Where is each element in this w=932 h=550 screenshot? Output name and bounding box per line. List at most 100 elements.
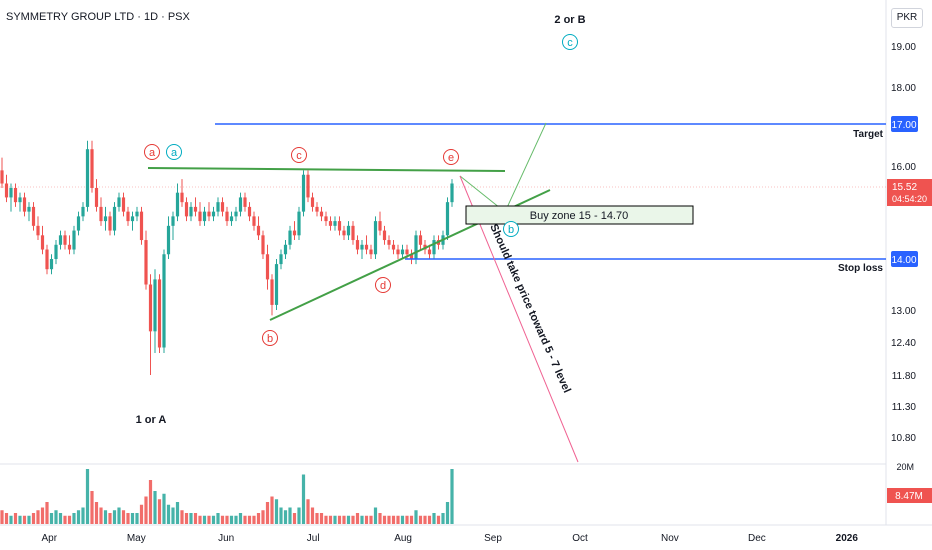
volume-bar — [319, 513, 324, 524]
volume-bar — [58, 513, 63, 524]
candle-body — [126, 211, 130, 222]
time-tick-label: Aug — [394, 533, 412, 544]
volume-bar — [126, 513, 130, 524]
price-tick-label: 13.00 — [891, 306, 916, 317]
volume-bar — [85, 469, 90, 524]
volume-bar — [94, 502, 99, 524]
candle-body — [67, 244, 72, 250]
wave-label-d-red[interactable]: d — [375, 277, 391, 293]
volume-bar — [306, 499, 310, 524]
candle-body — [202, 211, 207, 222]
candle-body — [85, 149, 90, 207]
wave-label-b-teal[interactable]: b — [503, 221, 519, 237]
wave-label-b-red[interactable]: b — [262, 330, 278, 346]
price-tick-label: 16.00 — [891, 162, 916, 173]
candle-body — [108, 216, 112, 231]
candle-body — [247, 206, 252, 217]
wave-label-a-red[interactable]: a — [144, 144, 160, 160]
candle-body — [135, 211, 139, 217]
volume-bar — [108, 513, 112, 524]
candle-body — [391, 244, 396, 250]
candle-body — [450, 183, 454, 203]
volume-bar — [220, 515, 225, 524]
volume-bar — [225, 515, 229, 524]
drawings[interactable]: Buy zone 15 - 14.70 Target Stop loss a a… — [136, 14, 886, 463]
separator: · — [137, 11, 141, 23]
volume-bar — [400, 515, 405, 524]
volume-bar — [144, 496, 148, 524]
price-tick-label: 18.00 — [891, 83, 916, 94]
volume-bar — [261, 510, 265, 524]
volume-bar — [153, 491, 157, 524]
volume-bar — [427, 515, 432, 524]
candle-body — [400, 249, 405, 255]
time-tick-label: 2026 — [836, 533, 859, 544]
level-price-badge-text: 17.00 — [891, 120, 916, 131]
candle-body — [207, 211, 211, 217]
volume-bar — [450, 469, 454, 524]
volume-bar — [292, 513, 297, 524]
level-price-badge-text: 14.00 — [891, 255, 916, 266]
candle-body — [36, 225, 40, 236]
price-tick-label: 11.80 — [892, 371, 917, 382]
svg-text:b: b — [267, 333, 273, 345]
candle-body — [387, 240, 391, 245]
candle-body — [112, 206, 117, 231]
volume-bar — [0, 510, 4, 524]
volume-bar — [189, 513, 193, 524]
volume-bar — [342, 515, 346, 524]
volume-bar — [301, 474, 306, 524]
volume-bar — [198, 515, 202, 524]
svg-text:b: b — [508, 224, 514, 236]
volume-bar — [67, 515, 72, 524]
volume-bar — [162, 493, 166, 524]
candle-body — [27, 206, 31, 212]
currency-button[interactable]: PKR — [891, 8, 923, 28]
wave-label-c-red[interactable]: c — [291, 147, 307, 163]
price-axis[interactable]: 19.00 18.00 16.00 13.00 12.40 11.80 11.30 10.80… — [887, 42, 932, 503]
buy-zone-label: Buy zone 15 - 14.70 — [530, 210, 628, 222]
candle-body — [157, 279, 162, 348]
candle-body — [319, 211, 324, 217]
volume-bar — [436, 515, 441, 524]
candle-body — [58, 235, 63, 245]
candle-body — [72, 230, 76, 250]
candle-body — [49, 259, 54, 270]
separator: · — [161, 11, 165, 23]
candle-body — [130, 216, 135, 222]
wave-label-c-teal[interactable]: c — [562, 34, 578, 50]
wave-1-label: 1 or A — [136, 414, 167, 426]
projection-label: Should take price toward 5 - 7 level — [487, 222, 573, 394]
candle-body — [283, 244, 288, 255]
candle-body — [193, 206, 198, 212]
wave-label-a-teal[interactable]: a — [166, 144, 182, 160]
volume-bar — [49, 513, 54, 524]
wedge-upper-line[interactable] — [147, 167, 506, 172]
volume-bar — [9, 515, 13, 524]
candle-body — [153, 279, 157, 332]
wave-label-e-red[interactable]: e — [443, 149, 459, 165]
volume-bar — [391, 515, 396, 524]
price-tick-label: 10.80 — [891, 433, 916, 444]
candle-body — [103, 216, 108, 222]
candle-body — [288, 230, 292, 245]
candle-body — [261, 235, 265, 255]
candle-body — [292, 230, 297, 236]
candle-body — [360, 244, 364, 250]
candle-body — [198, 211, 202, 222]
candle-body — [117, 197, 121, 207]
buy-zone-box[interactable] — [465, 205, 694, 225]
volume-bar — [211, 515, 216, 524]
volume-bar — [310, 507, 315, 524]
volume-bar — [72, 513, 76, 524]
candle-body — [256, 225, 261, 236]
volume-bar — [414, 510, 418, 524]
symbol-title[interactable]: SYMMETRY GROUP LTD · 1D · PSX — [6, 11, 190, 23]
time-axis[interactable]: Apr May Jun Jul Aug Sep Oct Nov Dec 2026 — [42, 533, 859, 544]
volume-bar — [40, 507, 45, 524]
volume-bar — [45, 502, 49, 524]
candle-body — [144, 240, 148, 285]
candle-body — [229, 216, 234, 222]
candle-body — [418, 235, 423, 245]
